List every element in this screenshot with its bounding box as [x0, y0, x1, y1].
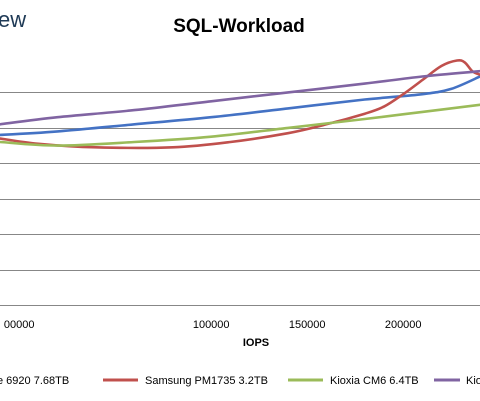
x-tick-label: 150000 [289, 319, 326, 331]
series-line-1 [0, 59, 480, 150]
series-line-0 [0, 75, 480, 137]
x-axis-label: IOPS [243, 337, 269, 349]
legend-label-3: Kio [466, 375, 480, 387]
x-tick-labels: 00000 100000 150000 200000 [4, 319, 422, 331]
series-line-2 [0, 103, 480, 147]
legend-label-2: Kioxia CM6 6.4TB [330, 375, 419, 387]
series-line-3 [0, 69, 480, 126]
legend-label-1: Samsung PM1735 3.2TB [145, 375, 268, 387]
logo-text: ew [0, 7, 26, 32]
x-tick-label: 00000 [4, 319, 35, 331]
x-tick-label: 200000 [385, 319, 422, 331]
chart-title: SQL-Workload [173, 16, 305, 37]
series-group [0, 59, 480, 150]
x-tick-label: 100000 [193, 319, 230, 331]
legend: e 6920 7.68TB Samsung PM1735 3.2TB Kioxia … [0, 375, 480, 387]
legend-label-0: e 6920 7.68TB [0, 375, 69, 387]
